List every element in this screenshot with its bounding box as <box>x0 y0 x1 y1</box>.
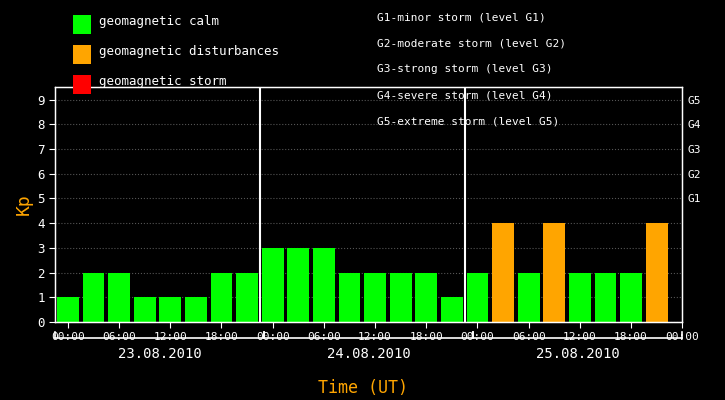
Text: G3-strong storm (level G3): G3-strong storm (level G3) <box>377 64 552 74</box>
Text: 23.08.2010: 23.08.2010 <box>117 347 202 361</box>
Bar <box>467 272 489 322</box>
Bar <box>134 297 156 322</box>
Bar <box>390 272 412 322</box>
Text: geomagnetic storm: geomagnetic storm <box>99 76 227 88</box>
Bar <box>236 272 258 322</box>
Text: Time (UT): Time (UT) <box>318 379 407 397</box>
Bar <box>620 272 642 322</box>
Text: G1-minor storm (level G1): G1-minor storm (level G1) <box>377 12 546 22</box>
Bar <box>518 272 539 322</box>
Text: 24.08.2010: 24.08.2010 <box>327 347 410 361</box>
Bar <box>441 297 463 322</box>
Bar <box>415 272 437 322</box>
Bar <box>492 223 514 322</box>
Bar <box>83 272 104 322</box>
Bar <box>287 248 309 322</box>
Bar <box>160 297 181 322</box>
Text: 25.08.2010: 25.08.2010 <box>536 347 620 361</box>
Bar <box>594 272 616 322</box>
Bar <box>543 223 565 322</box>
Text: geomagnetic calm: geomagnetic calm <box>99 16 220 28</box>
Bar <box>646 223 668 322</box>
Bar <box>364 272 386 322</box>
Bar <box>339 272 360 322</box>
Bar <box>569 272 591 322</box>
Bar <box>185 297 207 322</box>
Bar <box>313 248 335 322</box>
Bar <box>57 297 79 322</box>
Text: geomagnetic disturbances: geomagnetic disturbances <box>99 46 279 58</box>
Text: G2-moderate storm (level G2): G2-moderate storm (level G2) <box>377 38 566 48</box>
Bar <box>262 248 283 322</box>
Text: G5-extreme storm (level G5): G5-extreme storm (level G5) <box>377 116 559 126</box>
Y-axis label: Kp: Kp <box>15 194 33 216</box>
Bar <box>108 272 130 322</box>
Bar <box>210 272 232 322</box>
Text: G4-severe storm (level G4): G4-severe storm (level G4) <box>377 90 552 100</box>
